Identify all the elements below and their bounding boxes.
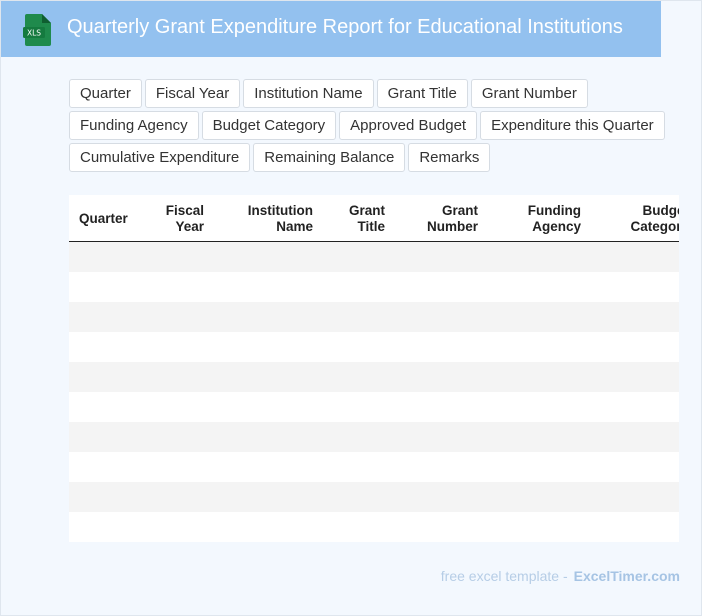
xls-file-icon: XLS <box>23 14 51 46</box>
field-tag: Institution Name <box>243 79 374 108</box>
table-row <box>69 302 679 332</box>
table-row <box>69 422 679 452</box>
page-title: Quarterly Grant Expenditure Report for E… <box>67 16 623 38</box>
table-row <box>69 452 679 482</box>
field-tag: Approved Budget <box>339 111 478 140</box>
column-header: Institution Name <box>247 203 313 234</box>
column-header: Grant Number <box>426 203 478 234</box>
column-header: Grant Title <box>348 203 385 234</box>
footer-text: free excel template - <box>440 568 568 584</box>
field-tag: Grant Number <box>470 79 588 108</box>
field-tag: Grant Title <box>376 79 468 108</box>
table-body <box>69 242 679 542</box>
field-tag: Budget Category <box>201 111 337 140</box>
table-row <box>69 482 679 512</box>
table-row <box>69 242 679 272</box>
table-row <box>69 272 679 302</box>
table-row <box>69 362 679 392</box>
field-tag: Fiscal Year <box>144 79 241 108</box>
field-tag: Funding Agency <box>69 111 199 140</box>
field-tag: Expenditure this Quarter <box>480 111 665 140</box>
data-table: Quarter Fiscal Year Institution Name Grant … <box>69 195 679 542</box>
column-header: Budget Category <box>630 203 679 234</box>
xls-icon-label: XLS <box>27 29 41 38</box>
title-banner: XLS Quarterly Grant Expenditure Report f… <box>1 1 661 57</box>
column-header: Quarter <box>79 211 128 226</box>
footer-brand-link[interactable]: ExcelTimer.com <box>573 568 680 584</box>
table-row <box>69 332 679 362</box>
column-header: Funding Agency <box>527 203 581 234</box>
column-header: Fiscal Year <box>165 203 204 234</box>
field-tag: Cumulative Expenditure <box>69 143 251 172</box>
footer-credit: free excel template - ExcelTimer.com <box>441 568 680 584</box>
field-tag: Remaining Balance <box>253 143 406 172</box>
field-tag-list: Quarter Fiscal Year Institution Name Grant … <box>69 79 669 175</box>
table-row <box>69 512 679 542</box>
field-tag: Quarter <box>69 79 142 108</box>
field-tag: Remarks <box>408 143 491 172</box>
table-header: Quarter Fiscal Year Institution Name Grant … <box>69 195 679 242</box>
table-row <box>69 392 679 422</box>
